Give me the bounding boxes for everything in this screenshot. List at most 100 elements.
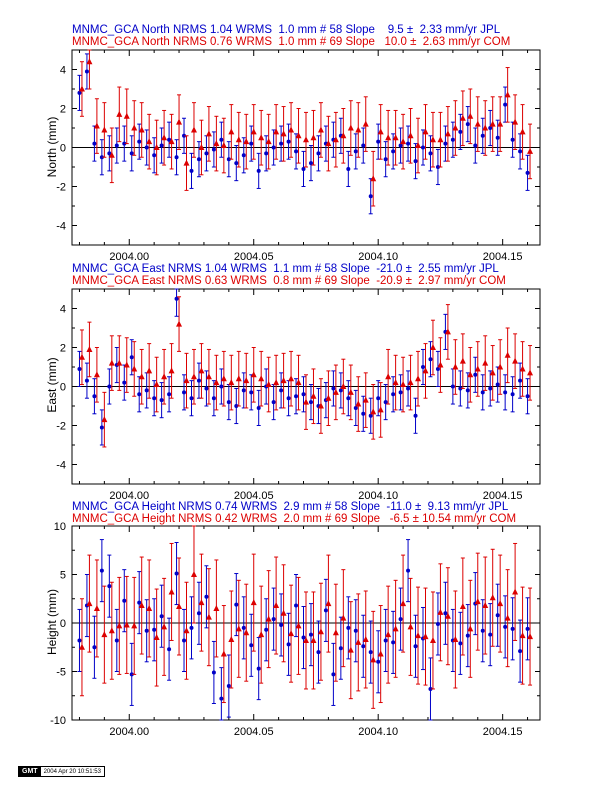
gmt-stamp: GMT 2004 Apr 20 10:51:53 <box>18 766 105 777</box>
north-com-point <box>250 128 257 135</box>
north-series-com <box>78 49 534 207</box>
height-series-com <box>78 525 534 709</box>
north-com-point <box>190 126 197 133</box>
height-com-point <box>228 635 235 642</box>
height-com-point <box>280 609 287 616</box>
height-com-point <box>138 602 145 609</box>
height-jpl-point <box>249 643 254 648</box>
north-com-point <box>131 124 138 131</box>
height-jpl-point <box>518 649 523 654</box>
north-com-point <box>265 138 272 145</box>
north-ytick-label: 2 <box>60 104 66 116</box>
north-jpl-point <box>114 143 119 148</box>
height-jpl-point <box>458 641 463 646</box>
north-com-point <box>392 134 399 141</box>
height-com-point <box>497 600 504 607</box>
north-com-point <box>280 130 287 137</box>
east-ytick-label: -2 <box>56 421 66 433</box>
east-jpl-point <box>361 411 366 416</box>
height-jpl-point <box>279 622 284 627</box>
east-ytick-label: 4 <box>60 304 66 316</box>
gmt-logo: GMT <box>19 767 41 776</box>
north-com-point <box>325 140 332 147</box>
north-com-point <box>86 58 93 65</box>
height-panel: -10 -5 0 5 10 2004.00 2004.05 2004.10 2004.15 <box>50 521 541 738</box>
east-com-point <box>444 328 451 335</box>
north-jpl-point <box>234 161 239 166</box>
height-com-point <box>78 643 85 650</box>
height-series-jpl <box>77 539 530 721</box>
north-jpl-point <box>256 168 261 173</box>
north-jpl-point <box>279 141 284 146</box>
east-jpl-point <box>428 357 433 362</box>
east-jpl-point <box>391 392 396 397</box>
height-com-point <box>370 656 377 663</box>
north-com-point <box>362 120 369 127</box>
height-com-point <box>317 628 324 635</box>
north-header-jpl: MNMC_GCA North NRMS 1.04 WRMS 1.0 mm # 5… <box>72 24 501 36</box>
east-jpl-point <box>525 394 530 399</box>
east-com-point <box>489 369 496 376</box>
east-com-point <box>355 400 362 407</box>
height-com-point <box>265 615 272 622</box>
north-com-point <box>138 126 145 133</box>
east-jpl-point <box>211 396 216 401</box>
height-com-point <box>467 625 474 632</box>
east-jpl-point <box>473 372 478 377</box>
north-series-jpl <box>77 53 530 215</box>
north-jpl-point <box>264 151 269 156</box>
east-jpl-point <box>144 388 149 393</box>
height-jpl-point <box>114 638 119 643</box>
east-com-point <box>146 367 153 374</box>
height-com-point <box>131 622 138 629</box>
east-jpl-point <box>159 398 164 403</box>
north-jpl-point <box>421 145 425 150</box>
north-jpl-point <box>376 139 381 144</box>
north-jpl-point <box>241 153 246 158</box>
east-com-point <box>250 371 257 378</box>
east-jpl-point <box>421 365 425 369</box>
height-jpl-point <box>331 672 336 677</box>
height-jpl-point <box>503 624 508 629</box>
height-jpl-point <box>428 686 433 691</box>
height-ytick-label: 0 <box>60 618 66 630</box>
north-jpl-point <box>204 151 209 156</box>
north-jpl-point <box>189 168 194 173</box>
height-com-point <box>86 600 93 607</box>
east-com-point <box>288 375 295 382</box>
east-jpl-point <box>226 400 231 405</box>
height-jpl-point <box>196 611 201 616</box>
north-com-point <box>467 112 474 119</box>
height-com-point <box>123 621 130 628</box>
east-com-point <box>86 345 93 352</box>
north-com-point <box>258 134 265 141</box>
east-com-point <box>123 361 130 368</box>
north-com-point <box>385 134 392 141</box>
height-jpl-point <box>413 644 418 649</box>
north-xtick-label: 2004.05 <box>234 251 274 263</box>
east-com-point <box>78 353 85 360</box>
east-jpl-point <box>107 384 112 389</box>
north-com-point <box>459 114 466 121</box>
east-ytick-label: 0 <box>60 382 66 394</box>
east-com-point <box>482 359 489 366</box>
east-jpl-point <box>376 396 381 401</box>
east-com-point <box>370 408 377 415</box>
north-com-point <box>93 122 100 129</box>
north-jpl-point <box>129 151 134 156</box>
height-com-point <box>205 613 212 620</box>
height-jpl-point <box>77 638 82 643</box>
north-jpl-point <box>510 137 515 142</box>
north-com-point <box>527 147 534 154</box>
east-com-point <box>183 377 190 384</box>
height-com-point <box>116 622 123 629</box>
north-jpl-point <box>450 137 455 142</box>
height-com-point <box>213 604 220 611</box>
east-com-point <box>116 359 123 366</box>
height-com-point <box>519 632 526 639</box>
north-jpl-point <box>301 166 306 171</box>
north-jpl-point <box>391 149 396 154</box>
north-com-point <box>355 126 362 133</box>
east-jpl-point <box>346 396 351 401</box>
north-com-point <box>220 142 227 149</box>
